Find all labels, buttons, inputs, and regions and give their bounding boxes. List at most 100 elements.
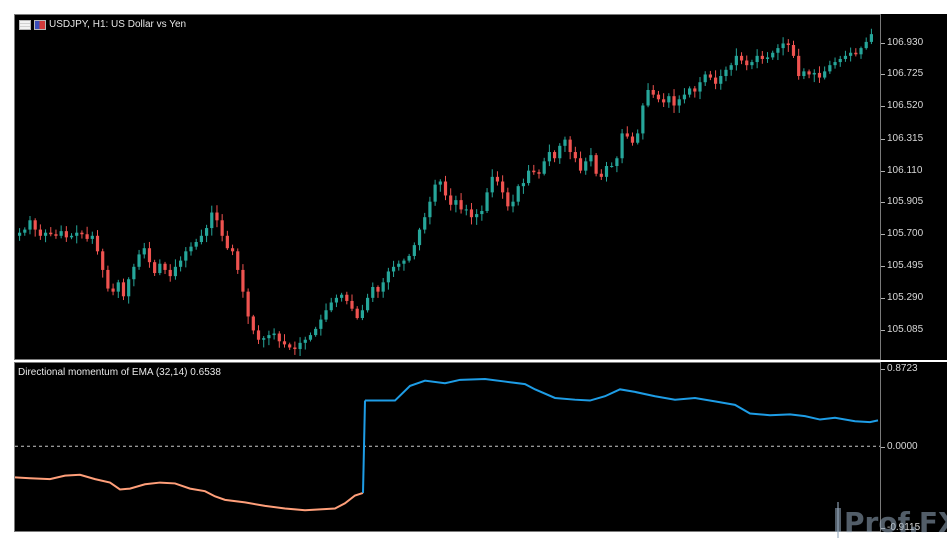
candle-body bbox=[719, 76, 723, 84]
candle-body bbox=[189, 246, 193, 252]
candle-body bbox=[199, 235, 203, 243]
indicator-negative-line bbox=[15, 473, 364, 512]
candle-body bbox=[225, 235, 229, 249]
chart-title-text: USDJPY, H1: US Dollar vs Yen bbox=[49, 19, 187, 30]
candle-body bbox=[132, 266, 136, 280]
candle-body bbox=[241, 269, 245, 292]
candle-body bbox=[329, 302, 333, 311]
price-tick: 106.110 bbox=[880, 165, 923, 176]
indicator-jump-line bbox=[362, 400, 366, 493]
candle-body bbox=[823, 71, 827, 78]
price-tick: 106.930 bbox=[880, 37, 924, 48]
candle-body bbox=[646, 89, 650, 106]
candle-body bbox=[386, 271, 390, 283]
candle-body bbox=[573, 152, 577, 159]
price-tick: 105.905 bbox=[880, 196, 924, 207]
candle-body bbox=[158, 263, 162, 274]
candle-body bbox=[506, 192, 510, 207]
candle-body bbox=[672, 96, 676, 106]
candle-body bbox=[49, 232, 53, 235]
price-tick: 106.725 bbox=[880, 68, 924, 79]
price-tick: 105.085 bbox=[880, 324, 924, 335]
candle-body bbox=[428, 201, 432, 218]
candle-body bbox=[412, 245, 416, 256]
candle-body bbox=[293, 347, 297, 350]
candle-body bbox=[230, 248, 235, 252]
candle-body bbox=[454, 200, 458, 205]
candle-body bbox=[267, 335, 271, 339]
price-tick: 106.520 bbox=[880, 100, 924, 111]
candle-body bbox=[303, 339, 307, 343]
watermark-logo: Prof.FX bbox=[828, 500, 947, 542]
candle-body bbox=[184, 251, 188, 261]
candle-body bbox=[854, 52, 858, 55]
candle-body bbox=[282, 341, 287, 345]
candle-body bbox=[236, 251, 240, 270]
candle-body bbox=[340, 294, 344, 298]
candle-body bbox=[334, 297, 339, 303]
candle-body bbox=[630, 136, 635, 143]
candle-body bbox=[449, 195, 453, 205]
candle-body bbox=[168, 269, 172, 277]
candle-body bbox=[251, 316, 255, 331]
candle-body bbox=[828, 65, 832, 72]
candle-body bbox=[459, 200, 463, 210]
bottom-border bbox=[0, 532, 947, 544]
candle-body bbox=[298, 342, 302, 350]
candle-body bbox=[147, 248, 152, 263]
candle-body bbox=[584, 161, 588, 171]
candle-body bbox=[210, 212, 214, 229]
candle-body bbox=[371, 286, 375, 298]
candle-body bbox=[402, 260, 406, 264]
chart-shift-marker-icon[interactable] bbox=[774, 0, 784, 5]
candle-body bbox=[17, 232, 22, 236]
candle-body bbox=[417, 229, 422, 246]
indicator-tick: 0.8723 bbox=[881, 363, 918, 374]
candle-body bbox=[137, 254, 141, 267]
candle-body bbox=[438, 181, 442, 185]
candle-body bbox=[547, 152, 551, 162]
price-axis[interactable]: 106.930 106.725 106.520 106.315 106.110 … bbox=[880, 14, 947, 360]
candle-body bbox=[786, 43, 790, 45]
candle-body bbox=[121, 282, 126, 297]
candle-body bbox=[179, 260, 183, 267]
candle-body bbox=[433, 184, 437, 202]
candle-body bbox=[578, 158, 583, 171]
candle-body bbox=[734, 55, 738, 66]
candle-body bbox=[542, 161, 546, 174]
candle-body bbox=[739, 55, 744, 61]
candle-body bbox=[485, 192, 489, 211]
candle-body bbox=[407, 255, 411, 261]
candle-body bbox=[360, 310, 364, 319]
price-tick: 105.495 bbox=[880, 260, 924, 271]
watermark-candle-icon bbox=[835, 502, 841, 538]
candle-body bbox=[43, 232, 48, 236]
candle-body bbox=[173, 266, 178, 277]
candle-body bbox=[33, 220, 37, 230]
candle-body bbox=[688, 88, 692, 95]
candle-body bbox=[667, 96, 671, 103]
candle-body bbox=[859, 48, 863, 55]
candle-body bbox=[64, 231, 68, 238]
candle-body bbox=[521, 183, 526, 187]
indicator-pane[interactable]: Directional momentum of EMA (32,14) 0.65… bbox=[14, 362, 881, 532]
candle-body bbox=[355, 308, 359, 319]
candle-body bbox=[95, 235, 100, 252]
candle-body bbox=[288, 344, 292, 348]
candle-body bbox=[163, 263, 167, 270]
candle-body bbox=[516, 186, 520, 202]
candle-body bbox=[724, 69, 728, 77]
candle-body bbox=[703, 74, 707, 83]
candle-body bbox=[812, 72, 816, 75]
price-chart-pane[interactable]: USDJPY, H1: US Dollar vs Yen bbox=[14, 14, 881, 360]
candle-body bbox=[817, 72, 822, 78]
candle-body bbox=[469, 209, 474, 218]
candle-body bbox=[308, 335, 313, 340]
candle-body bbox=[656, 94, 661, 100]
candle-body bbox=[204, 228, 209, 236]
candle-body bbox=[381, 282, 385, 292]
indicator-axis[interactable]: 0.8723 0.0000 -0.9115 bbox=[880, 362, 947, 533]
candle-body bbox=[791, 45, 796, 56]
candle-body bbox=[662, 99, 666, 103]
candle-body bbox=[111, 288, 115, 292]
